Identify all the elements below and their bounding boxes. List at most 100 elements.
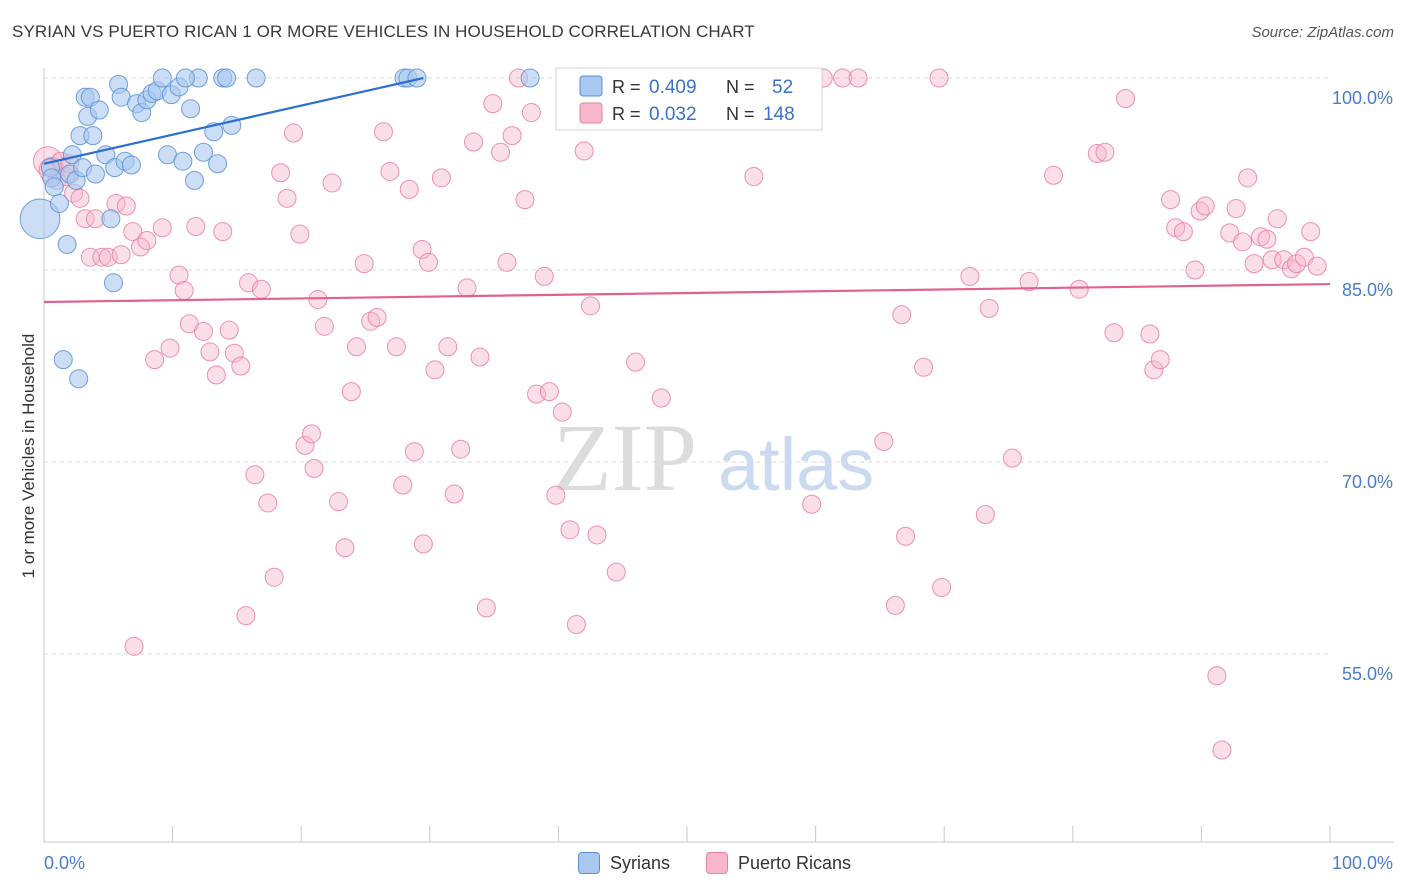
y-tick-label-0: 55.0% xyxy=(1342,664,1393,684)
point-puerto-ricans-50 xyxy=(346,337,366,357)
point-puerto-ricans-100 xyxy=(885,595,905,615)
point-puerto-ricans-15 xyxy=(116,196,136,216)
r-value-syrians: 0.409 xyxy=(649,77,697,98)
point-puerto-ricans-82 xyxy=(552,402,572,422)
point-puerto-ricans-35 xyxy=(251,279,271,299)
point-puerto-ricans-30 xyxy=(219,320,239,340)
point-syrians-33 xyxy=(173,151,193,171)
point-puerto-ricans-126 xyxy=(1207,666,1227,686)
point-puerto-ricans-139 xyxy=(1287,254,1307,274)
point-syrians-14 xyxy=(83,126,103,146)
point-puerto-ricans-67 xyxy=(457,278,477,298)
point-puerto-ricans-84 xyxy=(566,615,586,635)
watermark-atlas: atlas xyxy=(718,423,874,506)
point-puerto-ricans-46 xyxy=(322,173,342,193)
point-puerto-ricans-45 xyxy=(314,316,334,336)
point-puerto-ricans-144 xyxy=(236,606,256,626)
point-puerto-ricans-134 xyxy=(1257,229,1277,249)
point-syrians-35 xyxy=(184,170,204,190)
axes-layer xyxy=(43,68,1394,843)
point-puerto-ricans-14 xyxy=(111,245,131,265)
point-puerto-ricans-61 xyxy=(419,252,439,272)
point-puerto-ricans-48 xyxy=(335,538,355,558)
legend-label-syrians: Syrians xyxy=(610,852,671,873)
point-puerto-ricans-141 xyxy=(1301,222,1321,242)
point-puerto-ricans-85 xyxy=(574,141,594,161)
point-puerto-ricans-97 xyxy=(833,68,853,88)
point-syrians-39 xyxy=(208,154,228,174)
point-puerto-ricans-95 xyxy=(802,494,822,514)
point-syrians-43 xyxy=(246,68,266,88)
point-puerto-ricans-71 xyxy=(483,94,503,114)
source-label: Source: ZipAtlas.com xyxy=(1251,24,1394,41)
point-syrians-44 xyxy=(103,273,123,293)
point-puerto-ricans-145 xyxy=(413,534,433,554)
point-puerto-ricans-135 xyxy=(1262,250,1282,270)
legend-swatch-syrians xyxy=(579,75,603,97)
legend-item-puerto-ricans: Puerto Ricans xyxy=(706,852,851,874)
point-puerto-ricans-42 xyxy=(295,435,315,455)
point-puerto-ricans-115 xyxy=(1104,323,1124,343)
point-syrians-5 xyxy=(57,234,77,254)
point-syrians-49 xyxy=(407,68,427,88)
point-puerto-ricans-83 xyxy=(560,520,580,540)
stats-legend: R = 0.409 N = 52 R = 0.032 N = 148 xyxy=(555,67,823,131)
legend-item-syrians: Syrians xyxy=(578,852,670,874)
tick-labels: 55.0% 70.0% 85.0% 100.0% 0.0% 100.0% xyxy=(44,88,1393,873)
point-puerto-ricans-49 xyxy=(341,382,361,402)
trendline-syrians xyxy=(43,76,424,165)
point-puerto-ricans-109 xyxy=(1002,448,1022,468)
point-puerto-ricans-19 xyxy=(145,350,165,370)
point-puerto-ricans-16 xyxy=(123,222,143,242)
point-syrians-18 xyxy=(101,209,121,229)
point-puerto-ricans-23 xyxy=(174,280,194,300)
point-syrians-23 xyxy=(121,155,141,175)
legend-swatch-puerto-ricans-bottom xyxy=(706,852,728,874)
point-puerto-ricans-34 xyxy=(245,465,265,485)
point-syrians-16 xyxy=(89,100,109,120)
point-puerto-ricans-112 xyxy=(1069,279,1089,299)
point-puerto-ricans-70 xyxy=(476,598,496,618)
r-label-syrians: R = xyxy=(612,77,641,97)
point-puerto-ricans-136 xyxy=(1267,209,1287,229)
legend-swatch-syrians-bottom xyxy=(578,852,600,874)
point-puerto-ricans-127 xyxy=(1212,740,1232,760)
point-puerto-ricans-68 xyxy=(464,132,484,152)
point-syrians-37 xyxy=(193,142,213,162)
point-syrians-46 xyxy=(69,369,89,389)
point-puerto-ricans-81 xyxy=(546,485,566,505)
point-puerto-ricans-8 xyxy=(75,209,95,229)
point-puerto-ricans-29 xyxy=(213,222,233,242)
point-puerto-ricans-130 xyxy=(1233,232,1253,252)
point-puerto-ricans-65 xyxy=(444,484,464,504)
chart-title: SYRIAN VS PUERTO RICAN 1 OR MORE VEHICLE… xyxy=(12,22,755,41)
trend-layer xyxy=(43,76,1331,304)
point-puerto-ricans-74 xyxy=(502,126,522,146)
point-puerto-ricans-105 xyxy=(932,577,952,597)
legend-swatch-puerto-ricans xyxy=(579,102,603,124)
point-syrians-15 xyxy=(85,164,105,184)
point-syrians-51 xyxy=(175,68,195,88)
point-puerto-ricans-79 xyxy=(534,266,554,286)
point-syrians-34 xyxy=(181,99,201,119)
point-puerto-ricans-111 xyxy=(1044,165,1064,185)
point-puerto-ricans-21 xyxy=(160,338,180,358)
r-value-puerto-ricans: 0.032 xyxy=(649,104,697,125)
point-puerto-ricans-62 xyxy=(425,360,445,380)
point-puerto-ricans-66 xyxy=(451,439,471,459)
point-puerto-ricans-86 xyxy=(581,296,601,316)
point-puerto-ricans-118 xyxy=(1144,360,1164,380)
y-tick-label-2: 85.0% xyxy=(1342,280,1393,300)
point-puerto-ricans-147 xyxy=(651,388,671,408)
point-puerto-ricans-38 xyxy=(271,163,291,183)
watermark-zip: ZIP xyxy=(553,404,697,511)
point-puerto-ricans-122 xyxy=(1173,222,1193,242)
watermark: ZIP atlas xyxy=(553,404,874,511)
point-puerto-ricans-142 xyxy=(1307,256,1327,276)
point-puerto-ricans-106 xyxy=(960,266,980,286)
point-puerto-ricans-7 xyxy=(70,188,90,208)
point-puerto-ricans-63 xyxy=(431,168,451,188)
point-puerto-ricans-91 xyxy=(626,352,646,372)
point-puerto-ricans-80 xyxy=(539,382,559,402)
point-puerto-ricans-36 xyxy=(258,493,278,513)
